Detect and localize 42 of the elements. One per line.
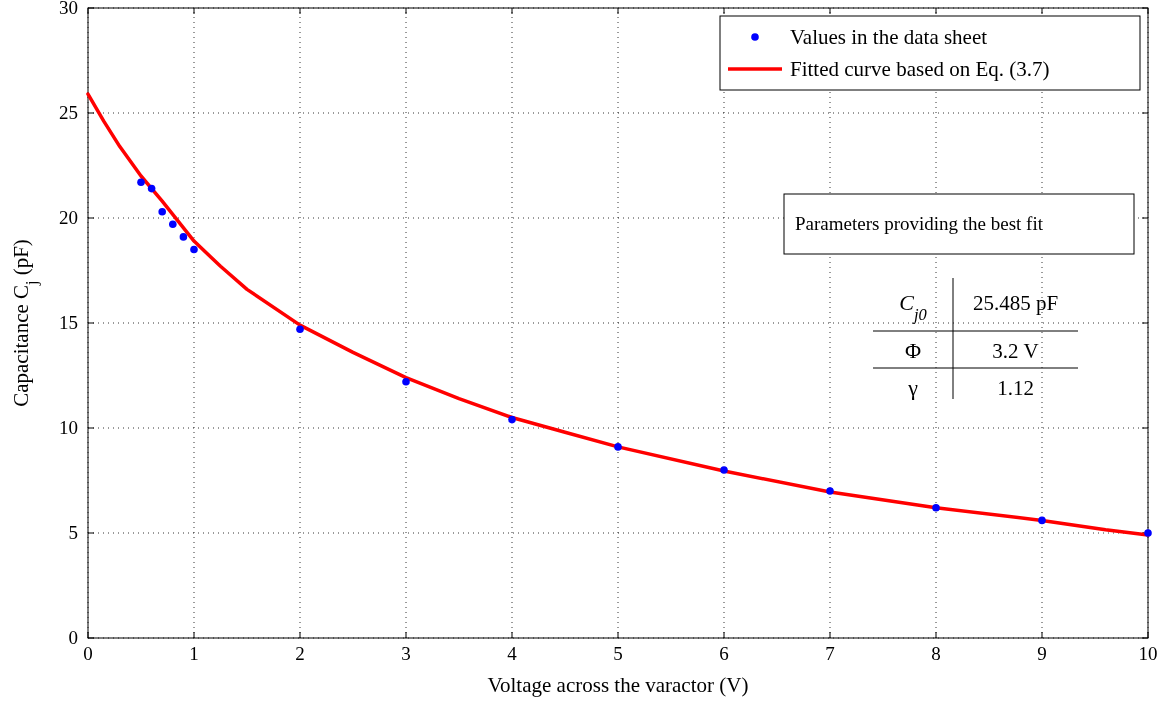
point [169,220,177,229]
y-tick-label: 0 [68,627,78,648]
x-tick-label: 7 [825,643,835,664]
y-tick-label: 15 [59,312,78,333]
x-tick-label: 4 [507,643,518,664]
x-tick-label: 3 [401,643,411,664]
y-tick-label: 30 [59,0,78,18]
y-tick-label: 20 [59,207,78,228]
point [932,504,940,512]
point [720,466,728,474]
x-tick-label: 0 [83,643,93,664]
x-tick-label: 10 [1138,643,1158,664]
legend-label: Values in the data sheet [790,25,988,49]
x-tick-label: 1 [189,643,199,664]
point [614,443,622,451]
point [402,378,410,386]
y-tick-label: 10 [59,417,78,438]
point [190,245,198,254]
point [508,415,516,424]
point [296,325,304,334]
x-tick-label: 5 [613,643,623,664]
annotation: 25.485 pF [972,291,1059,315]
x-tick-label: 2 [295,643,305,664]
annotation: 1.12 [997,376,1034,400]
x-axis-title: Voltage across the varactor (V) [487,673,749,697]
x-tick-label: 9 [1037,643,1047,664]
annotation: 3.2 V [992,339,1039,363]
point [158,207,166,216]
annotation: C$_{j0}$ [899,290,928,324]
y-tick-label: 25 [59,102,78,123]
legend-label: Fitted curve based on Eq. (3.7) [790,57,1050,81]
point [147,184,156,193]
point [179,233,188,241]
point [1038,516,1046,525]
x-tick-label: 8 [931,643,941,664]
point [826,487,834,495]
annotation: Φ [904,338,922,363]
annotation: Parameters providing the best fit [795,213,1044,234]
annotation: γ [907,375,919,400]
point [137,178,145,187]
x-tick-label: 6 [719,643,729,664]
y-tick-label: 5 [68,522,78,543]
